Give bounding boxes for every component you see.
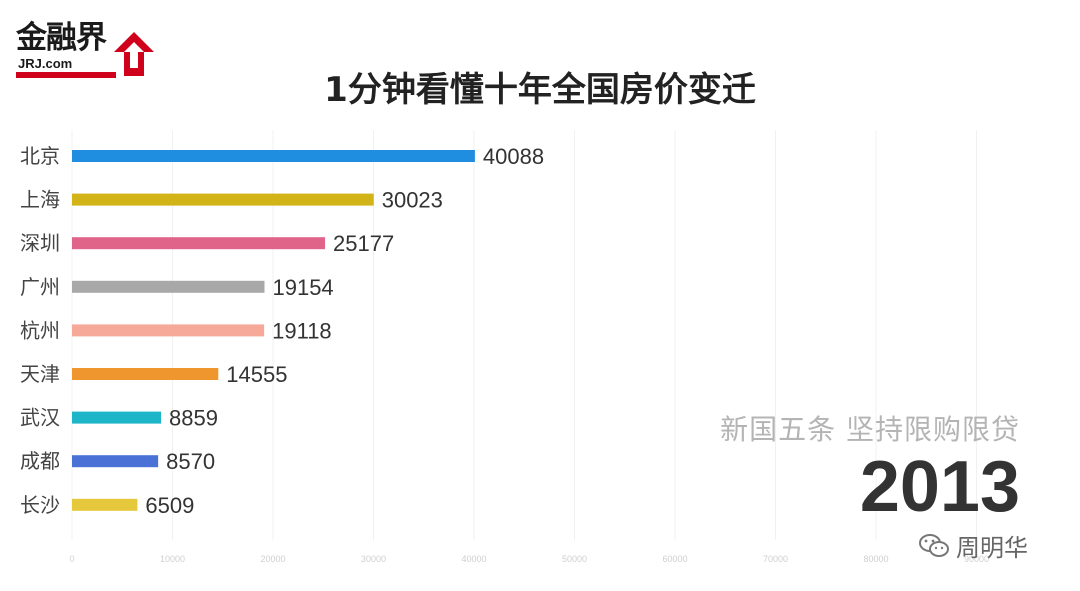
value-label: 8570: [166, 449, 215, 474]
value-label: 8859: [169, 406, 218, 431]
policy-caption: 新国五条 坚持限购限贷: [720, 413, 1020, 446]
x-tick-label: 80000: [863, 554, 888, 564]
value-label: 14555: [226, 362, 287, 387]
category-label: 杭州: [20, 318, 60, 342]
value-label: 40088: [483, 144, 544, 169]
bar: [72, 150, 475, 162]
wechat-icon: [919, 533, 949, 557]
bar: [72, 237, 326, 250]
bar: [72, 368, 219, 380]
jrj-logo: 金融界 JRJ.com: [16, 20, 156, 82]
value-label: 19154: [272, 275, 333, 300]
chart-title: 1分钟看懂十年全国房价变迁: [324, 70, 756, 110]
bar: [72, 411, 162, 424]
category-label: 北京: [20, 144, 60, 168]
category-label: 武汉: [20, 406, 60, 430]
x-tick-label: 40000: [461, 554, 486, 564]
bar: [72, 324, 265, 337]
x-tick-label: 0: [69, 554, 74, 564]
x-tick-label: 30000: [361, 554, 386, 564]
x-tick-label: 90000: [964, 554, 989, 564]
category-label: 长沙: [20, 493, 60, 517]
x-tick-label: 60000: [662, 554, 687, 564]
bar: [72, 455, 159, 468]
category-label: 深圳: [20, 231, 60, 255]
category-label: 成都: [20, 449, 60, 473]
bar: [72, 498, 138, 511]
category-label: 上海: [20, 188, 60, 212]
x-tick-label: 70000: [763, 554, 788, 564]
value-label: 30023: [382, 188, 443, 213]
value-label: 6509: [145, 493, 194, 518]
bar: [72, 193, 374, 206]
logo-underline: [16, 72, 116, 78]
year-label: 2013: [859, 447, 1020, 527]
watermark-text: 周明华: [956, 534, 1028, 562]
category-label: 广州: [20, 275, 60, 299]
bar: [72, 280, 265, 293]
x-tick-label: 50000: [562, 554, 587, 564]
value-label: 19118: [272, 318, 332, 343]
value-label: 25177: [333, 231, 394, 256]
wechat-watermark: 周明华: [918, 528, 1028, 563]
x-tick-label: 20000: [260, 554, 285, 564]
logo-arrow-icon: [114, 32, 154, 76]
logo-brand-en: JRJ.com: [18, 56, 73, 71]
logo-brand-cn: 金融界: [16, 20, 107, 56]
category-label: 天津: [20, 362, 60, 386]
x-tick-label: 10000: [160, 554, 185, 564]
